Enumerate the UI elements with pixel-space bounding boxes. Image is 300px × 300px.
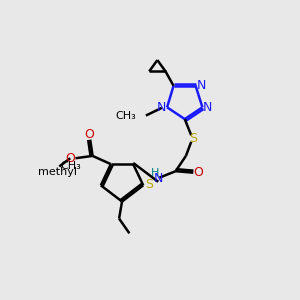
Text: O: O	[65, 152, 75, 165]
Text: N: N	[203, 101, 212, 114]
Text: N: N	[196, 79, 206, 92]
Text: N: N	[157, 101, 167, 114]
Text: N: N	[154, 172, 163, 185]
Text: S: S	[190, 132, 198, 145]
Text: CH₃: CH₃	[61, 161, 82, 172]
Text: H: H	[151, 168, 160, 178]
Text: methyl: methyl	[38, 167, 77, 177]
Text: O: O	[85, 128, 94, 141]
Text: O: O	[194, 166, 203, 179]
Text: CH₃: CH₃	[116, 110, 136, 121]
Text: S: S	[145, 178, 153, 191]
